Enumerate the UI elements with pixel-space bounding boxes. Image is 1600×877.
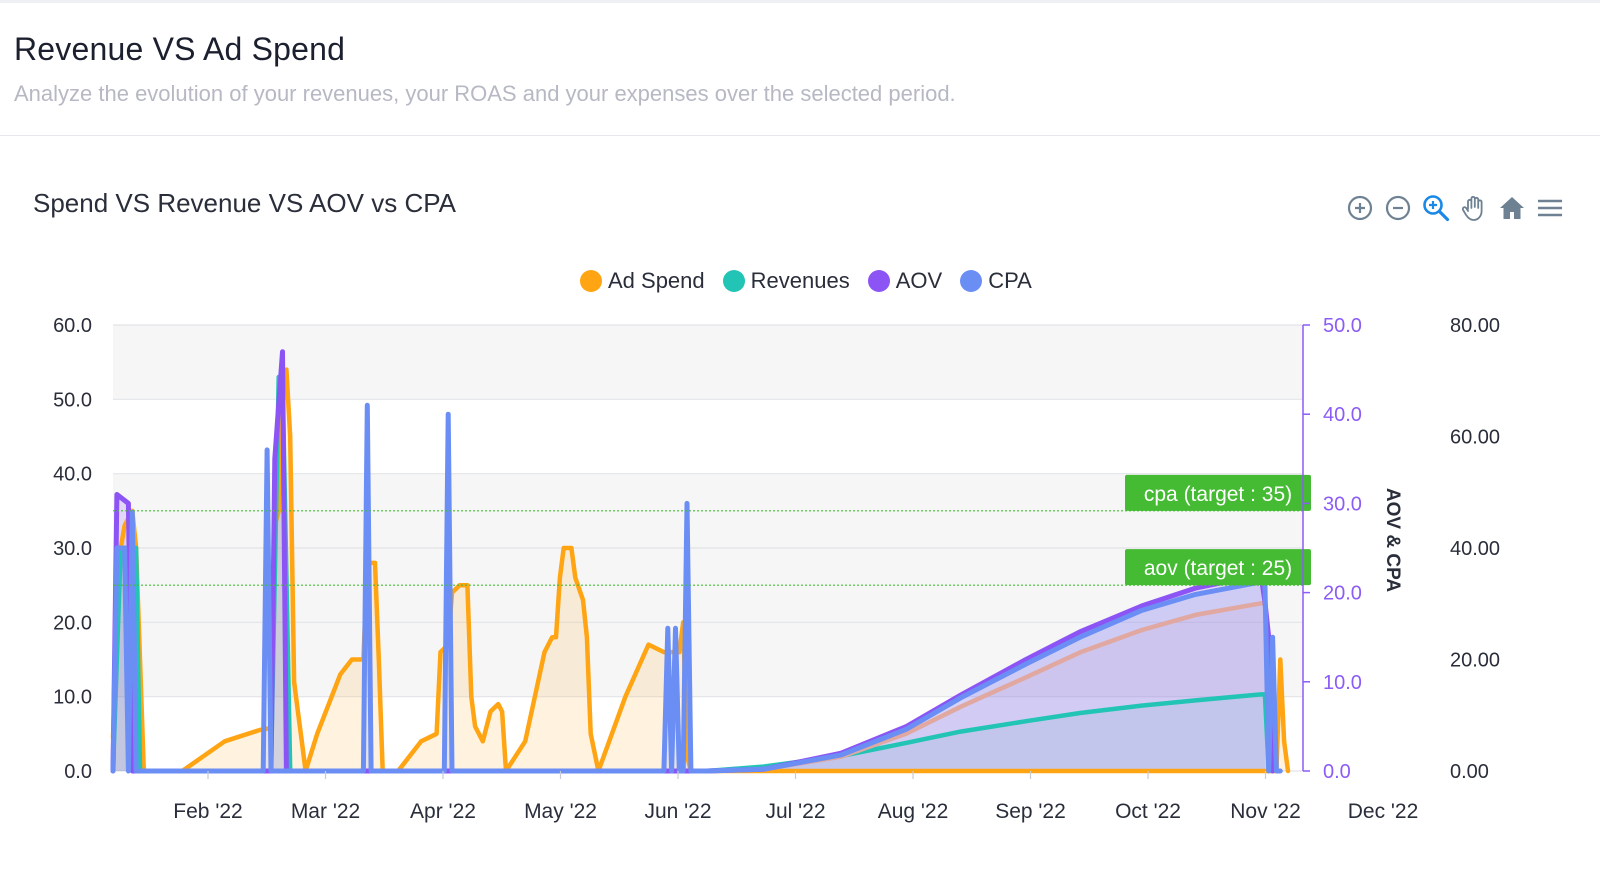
series-area-cpa <box>113 405 1281 771</box>
y-left-tick-label: 40.0 <box>53 464 92 486</box>
x-tick-label: Dec '22 <box>1348 800 1419 823</box>
legend-item-aov[interactable]: AOV <box>867 268 943 294</box>
left-y-axis: 0.0 10.0 20.0 30.0 40.0 50.0 60.0 <box>53 315 92 783</box>
target-label: aov (target : 25) <box>1144 557 1292 580</box>
target-label: cpa (target : 35) <box>1144 483 1292 506</box>
plot-band-upper <box>113 325 1303 399</box>
legend-item-ad-spend[interactable]: Ad Spend <box>580 268 705 294</box>
target-lines: cpa (target : 35) aov (target : 25) <box>113 474 1311 586</box>
series-area-aov <box>113 351 1273 771</box>
aov-cpa-y-axis: 0.0 10.0 20.0 30.0 40.0 50.0 AOV & CPA <box>1302 315 1403 783</box>
legend-item-cpa[interactable]: CPA <box>960 268 1032 294</box>
y-right-tick-label: 60.00 <box>1450 427 1500 449</box>
y-mid-tick-label: 0.0 <box>1323 761 1351 783</box>
top-border <box>0 0 1600 3</box>
legend-marker <box>960 270 983 292</box>
target-label-box <box>1125 474 1311 511</box>
reset-home-icon[interactable] <box>1496 192 1528 224</box>
chart-legend: Ad Spend Revenues AOV CPA <box>580 268 1050 294</box>
y-right-tick-label: 20.00 <box>1450 650 1500 672</box>
chart-title: Spend VS Revenue VS AOV vs CPA <box>33 188 456 218</box>
right-y-axis: 0.00 20.00 40.00 60.00 80.00 <box>1450 315 1500 783</box>
pan-hand-icon[interactable] <box>1458 192 1490 224</box>
target-label-box <box>1125 549 1311 586</box>
y-right-tick-label: 0.00 <box>1450 761 1489 783</box>
series-area-revenues <box>113 377 1269 771</box>
series-line-cpa <box>110 402 1283 774</box>
series-lines <box>110 349 1291 774</box>
y-mid-tick-label: 20.0 <box>1323 583 1362 605</box>
page-header: Revenue VS Ad Spend Analyze the evolutio… <box>0 3 1600 136</box>
y-mid-tick-label: 40.0 <box>1323 404 1362 426</box>
y-left-tick-label: 10.0 <box>53 687 92 709</box>
y-right-tick-label: 40.00 <box>1450 538 1500 560</box>
x-tick-label: Aug '22 <box>878 800 949 823</box>
y-left-tick-label: 20.0 <box>53 612 92 634</box>
x-axis: Feb '22 Mar '22 Apr '22 May '22 Jun '22 Jul '… <box>173 771 1418 823</box>
x-tick-label: Feb '22 <box>173 800 242 823</box>
x-tick-label: Nov '22 <box>1230 800 1301 823</box>
y-mid-tick-label: 50.0 <box>1323 315 1362 337</box>
chart-toolbar <box>1338 192 1566 224</box>
x-tick-label: May '22 <box>524 800 597 823</box>
page-subtitle: Analyze the evolution of your revenues, … <box>14 81 956 106</box>
y-left-tick-label: 60.0 <box>53 315 92 337</box>
x-tick-label: Apr '22 <box>410 800 476 823</box>
x-tick-label: Oct '22 <box>1115 800 1181 823</box>
legend-label: AOV <box>895 268 943 293</box>
x-tick-label: Mar '22 <box>291 800 360 823</box>
legend-marker <box>867 270 890 292</box>
plot-band-lower <box>113 474 1303 697</box>
y-right-tick-label: 80.00 <box>1450 315 1500 337</box>
series-area-secondary <box>706 603 1265 771</box>
legend-marker <box>722 270 745 292</box>
x-tick-label: Jul '22 <box>765 800 825 823</box>
menu-icon[interactable] <box>1534 192 1566 224</box>
legend-item-revenues[interactable]: Revenues <box>722 268 850 294</box>
x-tick-label: Jun '22 <box>644 800 711 823</box>
y-mid-tick-label: 30.0 <box>1323 493 1362 515</box>
y-left-tick-label: 50.0 <box>53 389 92 411</box>
legend-label: Revenues <box>750 268 850 293</box>
x-tick-label: Sep '22 <box>995 800 1066 823</box>
zoom-in-icon[interactable] <box>1344 192 1376 224</box>
legend-label: Ad Spend <box>608 268 705 293</box>
y-mid-axis-label: AOV & CPA <box>1382 488 1403 592</box>
y-mid-tick-label: 10.0 <box>1323 672 1362 694</box>
page-title: Revenue VS Ad Spend <box>14 31 346 67</box>
zoom-out-icon[interactable] <box>1382 192 1414 224</box>
y-left-tick-label: 30.0 <box>53 538 92 560</box>
legend-marker <box>580 270 602 292</box>
y-left-tick-label: 0.0 <box>64 761 92 783</box>
selection-zoom-icon[interactable] <box>1420 192 1452 224</box>
series-areas <box>113 351 1288 771</box>
legend-label: CPA <box>988 268 1032 293</box>
